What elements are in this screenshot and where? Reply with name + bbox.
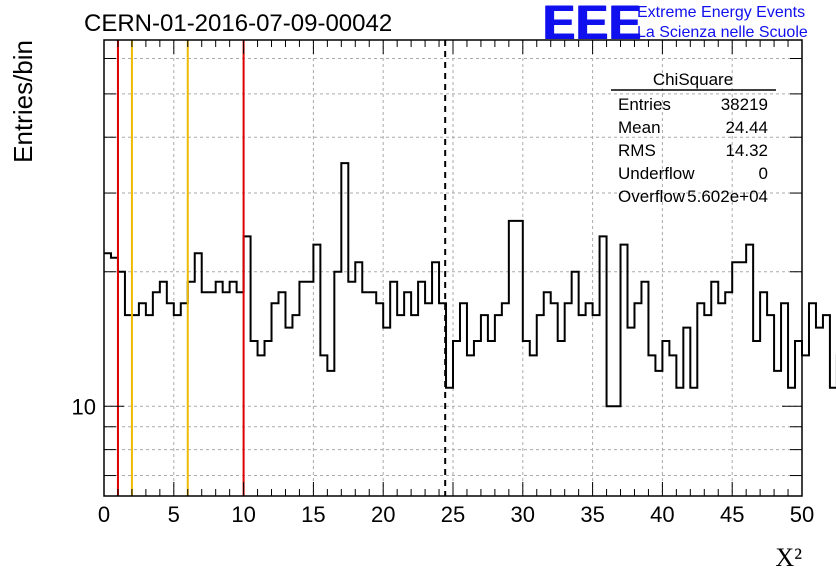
histogram-line — [104, 162, 836, 408]
y-tick-label: 10 — [72, 394, 96, 419]
stats-label: Underflow — [618, 164, 695, 183]
stats-title: ChiSquare — [653, 70, 733, 89]
x-tick-label: 20 — [371, 502, 395, 527]
x-tick-label: 35 — [580, 502, 604, 527]
run-title: CERN-01-2016-07-09-00042 — [84, 10, 393, 37]
eee-logo: EEE — [543, 0, 643, 50]
stats-label: RMS — [618, 141, 656, 160]
x-tick-label: 25 — [441, 502, 465, 527]
x-tick-label: 10 — [231, 502, 255, 527]
x-tick-label: 40 — [650, 502, 674, 527]
x-axis-label: X² — [775, 543, 802, 572]
stats-value: 0 — [759, 164, 768, 183]
stats-label: Mean — [618, 118, 661, 137]
logo-subtitle-1: Extreme Energy Events — [637, 4, 806, 21]
logo-subtitle-2: La Scienza nelle Scuole — [637, 24, 808, 41]
x-tick-label: 5 — [168, 502, 180, 527]
x-tick-label: 50 — [790, 502, 814, 527]
stats-value: 24.44 — [725, 118, 768, 137]
x-tick-label: 15 — [301, 502, 325, 527]
x-tick-label: 45 — [720, 502, 744, 527]
stats-value: 38219 — [721, 95, 768, 114]
stats-label: Entries — [618, 95, 671, 114]
stats-value: 5.602e+04 — [687, 187, 768, 206]
y-axis-label: Entries/bin — [8, 40, 38, 163]
x-tick-label: 0 — [98, 502, 110, 527]
stats-value: 14.32 — [725, 141, 768, 160]
stats-label: Overflow — [618, 187, 686, 206]
x-tick-label: 30 — [511, 502, 535, 527]
